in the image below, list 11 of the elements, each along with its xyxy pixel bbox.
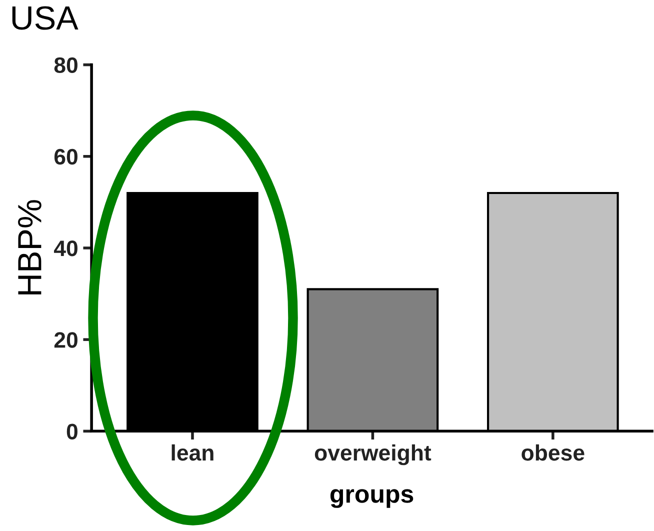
y-tick-label: 0 <box>66 424 78 440</box>
y-tick-label: 20 <box>54 332 78 348</box>
chart-title: USA <box>12 6 78 30</box>
x-tick-label: obese <box>522 444 584 461</box>
y-tick-label: 40 <box>54 240 78 256</box>
x-axis-title: groups <box>330 489 414 508</box>
y-tick-label: 60 <box>54 148 78 165</box>
x-tick-label: overweight <box>314 444 432 466</box>
y-tick-label: 80 <box>54 57 78 74</box>
y-axis-title: HBP% <box>18 200 42 294</box>
x-tick-label: lean <box>172 444 214 461</box>
